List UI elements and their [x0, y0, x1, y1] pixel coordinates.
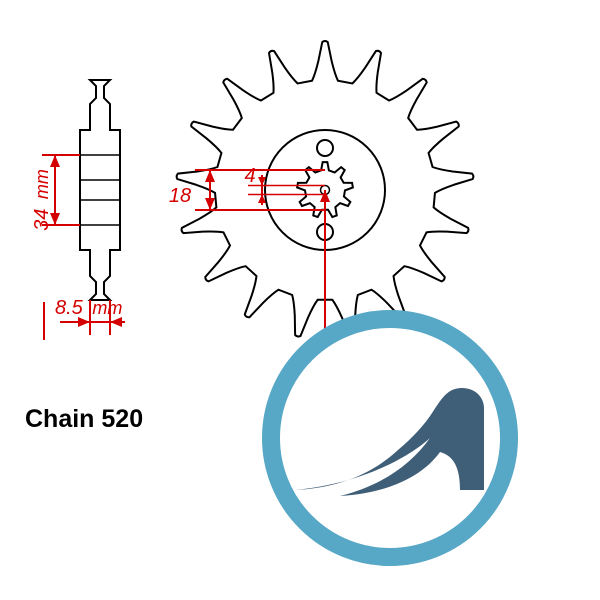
dim-34-value: 34	[31, 209, 53, 231]
overlay-logo	[271, 319, 509, 557]
dimension-34: 34 mm	[31, 155, 80, 231]
profile-view	[80, 80, 120, 300]
chain-label: Chain 520	[25, 405, 143, 434]
dimension-85: 8.5 mm	[44, 297, 125, 340]
dim-34-unit: mm	[32, 169, 52, 199]
technical-drawing-canvas: 34 mm 8.5 mm	[0, 0, 600, 600]
dim-4-value: 4	[244, 165, 255, 187]
dim-85-value: 8.5	[55, 297, 84, 319]
drawing-svg: 34 mm 8.5 mm	[0, 0, 600, 600]
svg-text:34 mm: 34 mm	[31, 169, 53, 231]
dim-18-value: 18	[169, 185, 191, 207]
dim-85-unit: mm	[92, 298, 122, 318]
bolt-hole-top	[317, 140, 333, 156]
